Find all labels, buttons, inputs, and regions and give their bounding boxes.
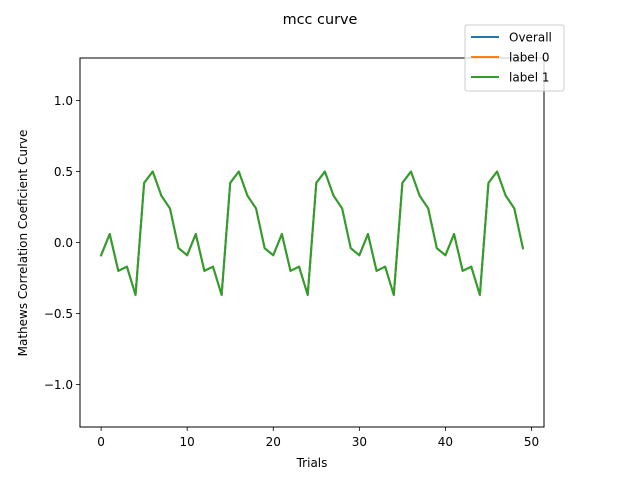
x-tick-label: 50 bbox=[524, 435, 539, 449]
chart-title: mcc curve bbox=[283, 12, 358, 28]
x-tick-label: 40 bbox=[438, 435, 453, 449]
y-tick-label: 0.5 bbox=[54, 165, 73, 179]
x-axis-label: Trials bbox=[296, 456, 328, 470]
x-tick-label: 20 bbox=[266, 435, 281, 449]
series-layer bbox=[99, 170, 525, 297]
series-line-2 bbox=[99, 170, 525, 297]
y-tick-label: −1.0 bbox=[44, 378, 73, 392]
x-tick-label: 10 bbox=[180, 435, 195, 449]
legend-label-0: Overall bbox=[509, 31, 552, 45]
legend-label-2: label 1 bbox=[509, 71, 549, 85]
x-tick-label: 0 bbox=[97, 435, 105, 449]
legend-frame bbox=[464, 24, 565, 92]
y-tick-label: 0.0 bbox=[54, 236, 73, 250]
x-tick-label: 30 bbox=[352, 435, 367, 449]
y-tick-label: 1.0 bbox=[54, 94, 73, 108]
y-ticks: −1.0 −0.5 0.0 0.5 1.0 bbox=[44, 94, 80, 392]
y-tick-label: −0.5 bbox=[44, 307, 73, 321]
legend-label-1: label 0 bbox=[509, 51, 549, 65]
x-ticks: 0 10 20 30 40 50 bbox=[97, 427, 539, 449]
y-axis-label: Mathews Correlation Coeficient Curve bbox=[16, 130, 30, 357]
legend: Overall label 0 label 1 bbox=[464, 24, 565, 92]
